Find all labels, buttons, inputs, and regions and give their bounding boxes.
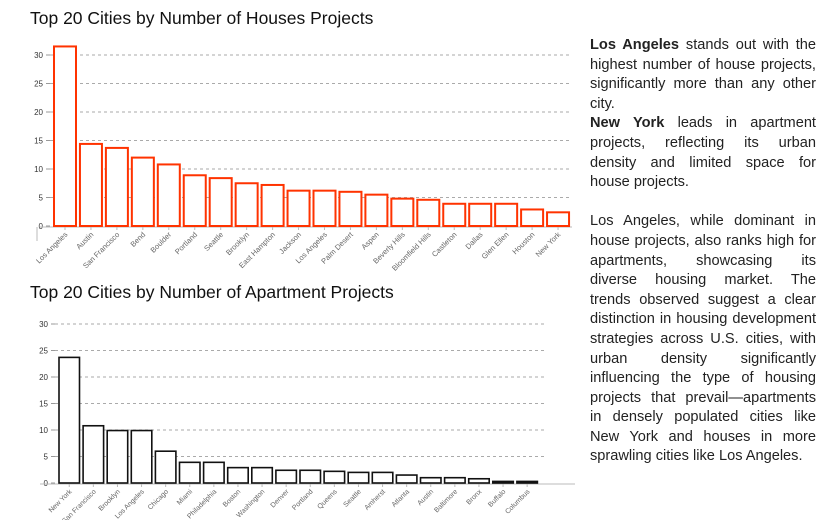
bar-amherst bbox=[371, 471, 394, 484]
bar-columbus bbox=[516, 480, 539, 484]
x-tick-label: Seattle bbox=[202, 230, 225, 253]
bar-san-francisco bbox=[82, 424, 105, 484]
x-tick-label: Boston bbox=[222, 488, 242, 508]
bar-aspen bbox=[364, 193, 389, 227]
x-tick-label: Austin bbox=[416, 488, 435, 507]
bar-beverly-hills bbox=[390, 197, 415, 227]
bar-brooklyn bbox=[106, 429, 129, 484]
bar-miami bbox=[178, 461, 201, 484]
bar-houston bbox=[520, 208, 545, 228]
bar-denver bbox=[275, 469, 298, 484]
bar-los-angeles bbox=[130, 429, 153, 484]
bar-chicago bbox=[154, 450, 177, 484]
bar-atlanta bbox=[395, 474, 418, 484]
bar-castleton bbox=[442, 202, 467, 228]
bar-portland bbox=[299, 469, 322, 484]
x-tick-label: Austin bbox=[74, 230, 95, 251]
insight-la-bold: Los Angeles bbox=[590, 37, 680, 53]
y-tick-label: 25 bbox=[34, 80, 43, 89]
bar-los-angeles bbox=[53, 45, 77, 228]
x-tick-label: Seattle bbox=[343, 488, 363, 508]
x-tick-label: New York bbox=[534, 230, 563, 259]
x-tick-label: Boulder bbox=[149, 230, 174, 255]
x-tick-label: Amherst bbox=[364, 488, 387, 511]
insight-ny-bold: New York bbox=[590, 115, 665, 132]
x-tick-label: Buffalo bbox=[487, 488, 507, 508]
x-tick-label: Chicago bbox=[147, 488, 170, 511]
bar-bronx bbox=[467, 477, 491, 484]
bar-austin bbox=[419, 476, 442, 484]
bar-san-francisco bbox=[104, 146, 129, 227]
y-tick-label: 10 bbox=[39, 426, 48, 435]
y-tick-label: 5 bbox=[44, 453, 49, 462]
bar-los-angeles bbox=[312, 189, 337, 228]
bar-new-york bbox=[58, 356, 81, 484]
y-tick-label: 15 bbox=[34, 137, 43, 146]
y-tick-label: 10 bbox=[34, 165, 43, 174]
insight-la-text: stands out with the highest number of ho… bbox=[590, 37, 817, 112]
bar-palm-desert bbox=[338, 190, 363, 228]
insight-la: Los Angeles stands out with the highest … bbox=[590, 36, 816, 114]
bar-philadelphia bbox=[202, 461, 225, 484]
bar-austin bbox=[78, 142, 103, 227]
bar-glen-ellen bbox=[494, 202, 519, 228]
bar-washington bbox=[251, 466, 274, 484]
x-tick-label: Portland bbox=[173, 230, 199, 256]
y-tick-label: 30 bbox=[34, 51, 43, 60]
x-tick-label: Jackson bbox=[277, 230, 303, 256]
bar-baltimore bbox=[443, 476, 466, 484]
x-tick-label: Atlanta bbox=[391, 488, 411, 508]
bar-new-york bbox=[546, 211, 571, 228]
y-tick-label: 5 bbox=[39, 194, 44, 203]
y-tick-label: 20 bbox=[39, 373, 48, 382]
x-tick-label: Bend bbox=[129, 230, 148, 249]
x-tick-label: Castleton bbox=[430, 230, 459, 259]
insight-summary: Los Angeles, while dominant in house pro… bbox=[590, 213, 816, 465]
x-tick-label: Denver bbox=[270, 488, 291, 509]
bar-brooklyn bbox=[234, 182, 259, 227]
bar-bloomfield-hills bbox=[416, 198, 441, 227]
x-tick-label: Portland bbox=[291, 488, 314, 511]
insight-ny-text: leads in apartment projects, reflecting … bbox=[590, 115, 816, 191]
x-tick-label: Bronx bbox=[465, 488, 483, 506]
bar-buffalo bbox=[491, 480, 515, 484]
y-tick-label: 25 bbox=[39, 347, 48, 356]
insights-panel: Los Angeles stands out with the highest … bbox=[590, 36, 816, 467]
insight-ny: New York leads in apartment projects, re… bbox=[590, 114, 816, 192]
x-tick-label: Dallas bbox=[464, 230, 485, 251]
bar-dallas bbox=[468, 202, 493, 228]
bar-queens bbox=[323, 470, 346, 484]
x-tick-label: Miami bbox=[176, 488, 194, 506]
bar-seattle bbox=[208, 177, 233, 227]
bar-boston bbox=[226, 466, 249, 484]
bar-east-hampton bbox=[260, 183, 285, 228]
houses-chart-title: Top 20 Cities by Number of Houses Projec… bbox=[30, 8, 374, 28]
x-tick-label: Columbus bbox=[504, 488, 532, 516]
y-tick-label: 15 bbox=[39, 400, 48, 409]
x-tick-label: Los Angeles bbox=[34, 230, 69, 265]
x-tick-label: Aspen bbox=[359, 230, 380, 251]
x-tick-label: Brooklyn bbox=[98, 488, 122, 512]
apartments-chart-title: Top 20 Cities by Number of Apartment Pro… bbox=[30, 282, 394, 302]
x-tick-label: Baltimore bbox=[433, 488, 459, 514]
bar-portland bbox=[182, 174, 207, 228]
y-tick-label: 30 bbox=[39, 320, 48, 329]
bar-jackson bbox=[286, 189, 311, 228]
bar-seattle bbox=[347, 471, 370, 484]
bar-bend bbox=[130, 156, 155, 228]
bar-boulder bbox=[156, 163, 181, 228]
x-tick-label: Glen Ellen bbox=[480, 230, 511, 261]
x-tick-label: Queens bbox=[316, 488, 339, 511]
y-tick-label: 20 bbox=[34, 108, 43, 117]
